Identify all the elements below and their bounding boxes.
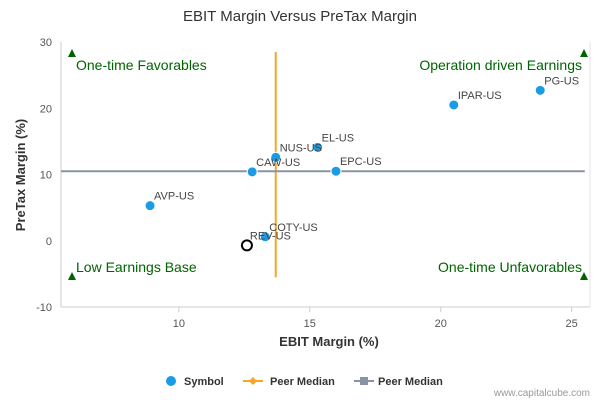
y-tick-label: -10: [36, 302, 52, 314]
data-point: [312, 141, 324, 153]
legend-symbol-marker: [166, 376, 176, 386]
data-point: [270, 151, 282, 163]
y-tick-label: 0: [46, 236, 52, 248]
legend-item-peer-median-x: Peer Median: [270, 376, 335, 388]
highlight-data-point: [240, 239, 253, 252]
data-point-label: NUS-US: [280, 142, 322, 154]
legend: Symbol Peer Median Peer Median: [166, 376, 443, 388]
x-axis-title: EBIT Margin (%): [279, 334, 379, 349]
plot-area: [60, 42, 591, 308]
quadrant-label-top-right: Operation driven Earnings: [419, 57, 582, 73]
x-tick-label: 25: [566, 318, 578, 330]
arrow-up-icon: [580, 49, 588, 57]
data-point-label: PG-US: [544, 75, 579, 87]
y-axis-title: PreTax Margin (%): [13, 119, 28, 231]
data-point-label: IPAR-US: [458, 90, 502, 102]
data-point: [246, 166, 258, 178]
x-tick-label: 10: [173, 318, 185, 330]
quadrant-label-bottom-left: Low Earnings Base: [76, 259, 197, 275]
data-point-label: EL-US: [322, 132, 354, 144]
data-point-label: COTY-US: [269, 222, 318, 234]
data-point: [534, 84, 546, 96]
arrow-up-icon: [580, 272, 588, 280]
chart-title: EBIT Margin Versus PreTax Margin: [183, 8, 417, 25]
data-point: [330, 165, 342, 177]
quadrant-label-top-left: One-time Favorables: [76, 57, 207, 73]
credit-text: www.capitalcube.com: [493, 388, 590, 399]
data-point: [448, 99, 460, 111]
highlight-data-point-label: REV-US: [250, 230, 291, 242]
quadrant-label-bottom-right: One-time Unfavorables: [438, 259, 582, 275]
data-point-label: EPC-US: [340, 156, 382, 168]
legend-item-peer-median-y: Peer Median: [378, 376, 443, 388]
x-tick-label: 15: [304, 318, 316, 330]
diamond-icon: [249, 377, 257, 385]
square-icon: [360, 377, 368, 385]
data-point: [144, 200, 156, 212]
y-tick-label: 10: [40, 170, 52, 182]
x-tick-label: 20: [435, 318, 447, 330]
arrow-up-icon: [68, 49, 76, 57]
y-tick-label: 20: [40, 103, 52, 115]
legend-item-symbol: Symbol: [184, 376, 224, 388]
data-point: [259, 231, 271, 243]
data-point-label: CAW-US: [256, 157, 300, 169]
y-tick-label: 30: [40, 37, 52, 49]
arrow-up-icon: [68, 272, 76, 280]
data-point-label: AVP-US: [154, 191, 194, 203]
